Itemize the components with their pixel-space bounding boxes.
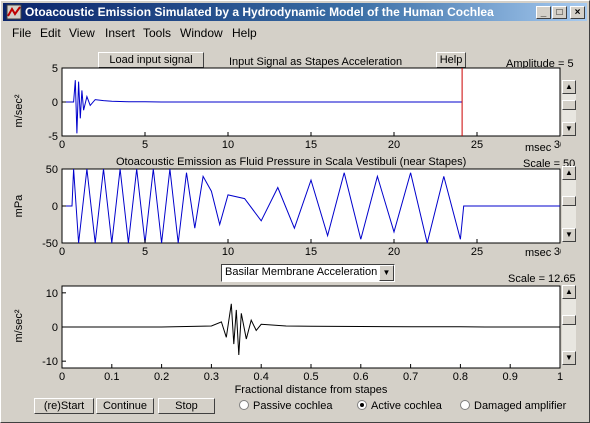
p2-xtick-label: 15 bbox=[305, 246, 317, 258]
title-bar[interactable]: Otoacoustic Emission Simulated by a Hydr… bbox=[3, 3, 587, 21]
minimize-button[interactable]: _ bbox=[536, 6, 551, 19]
p3-xtick-label: 0.6 bbox=[353, 371, 368, 383]
p3-ytick-label: -10 bbox=[42, 356, 58, 368]
panel2-ylabel: mPa bbox=[13, 194, 25, 218]
stop-button[interactable]: Stop bbox=[158, 398, 215, 414]
p1-xtick-label: 15 bbox=[305, 139, 317, 151]
p2-xtick-label: 10 bbox=[222, 246, 234, 258]
panel1-ylabel: m/sec² bbox=[13, 94, 25, 127]
p2-xtick-label: 25 bbox=[471, 246, 483, 258]
p3-xtick-label: 0.2 bbox=[154, 371, 169, 383]
p3-xtick-label: 0.5 bbox=[303, 371, 318, 383]
menu-view[interactable]: View bbox=[69, 26, 95, 40]
p3-xtick-label: 0.8 bbox=[453, 371, 468, 383]
menu-insert[interactable]: Insert bbox=[105, 26, 136, 40]
scroll-up-icon[interactable]: ▲ bbox=[562, 166, 576, 180]
output-variable-select[interactable]: Basilar Membrane Acceleration ▼ bbox=[221, 264, 395, 282]
radio-on-icon bbox=[357, 400, 367, 410]
p3-xtick-label: 0.1 bbox=[104, 371, 119, 383]
p3-ytick-label: 0 bbox=[52, 322, 58, 334]
panel3-ylabel: m/sec² bbox=[13, 309, 25, 342]
p3-xtick-label: 0 bbox=[59, 371, 65, 383]
p2-xtick-label: 20 bbox=[388, 246, 400, 258]
panel1-amplitude-label: Amplitude = 5 bbox=[506, 58, 574, 70]
panel3-scale-label: Scale = 12.65 bbox=[508, 273, 576, 285]
radio-damaged-amplifier[interactable]: Damaged amplifier bbox=[460, 400, 566, 412]
restart-button[interactable]: (re)Start bbox=[34, 398, 94, 414]
select-value: Basilar Membrane Acceleration bbox=[225, 266, 378, 278]
radio-off-icon bbox=[460, 400, 470, 410]
p3-xtick-label: 0.9 bbox=[503, 371, 518, 383]
p2-xtick-label: 30 bbox=[554, 246, 561, 258]
panel1-chart: 051015202530-505 m/sec² msec bbox=[13, 63, 561, 154]
p1-xtick-label: 5 bbox=[142, 139, 148, 151]
matlab-app-icon bbox=[6, 4, 22, 20]
panel3-scale-scrollbar[interactable]: ▲ ▼ bbox=[562, 285, 576, 365]
p1-ytick-label: 5 bbox=[52, 63, 58, 75]
menu-edit[interactable]: Edit bbox=[40, 26, 61, 40]
chevron-down-icon[interactable]: ▼ bbox=[379, 265, 394, 281]
panel3-xlabel: Fractional distance from stapes bbox=[235, 384, 388, 396]
p1-xtick-label: 25 bbox=[471, 139, 483, 151]
radio-passive-cochlea[interactable]: Passive cochlea bbox=[239, 400, 333, 412]
scroll-thumb[interactable] bbox=[562, 100, 576, 110]
p3-xtick-label: 0.7 bbox=[403, 371, 418, 383]
menu-tools[interactable]: Tools bbox=[143, 26, 172, 40]
p1-series-line-0 bbox=[62, 80, 463, 134]
p1-xtick-label: 0 bbox=[59, 139, 65, 151]
scroll-up-icon[interactable]: ▲ bbox=[562, 285, 576, 299]
window-title: Otoacoustic Emission Simulated by a Hydr… bbox=[25, 5, 494, 19]
panel1-unit-label: msec bbox=[525, 142, 552, 154]
radio-off-icon bbox=[239, 400, 249, 410]
p2-series-line-0 bbox=[62, 168, 560, 244]
p3-xtick-label: 0.3 bbox=[204, 371, 219, 383]
scroll-thumb[interactable] bbox=[562, 196, 576, 206]
p1-xtick-label: 10 bbox=[222, 139, 234, 151]
radio-active-cochlea[interactable]: Active cochlea bbox=[357, 400, 442, 412]
p1-xtick-label: 20 bbox=[388, 139, 400, 151]
scroll-down-icon[interactable]: ▼ bbox=[562, 351, 576, 365]
p1-ytick-label: 0 bbox=[52, 97, 58, 109]
close-button[interactable]: × bbox=[570, 6, 585, 19]
panel2-title: Otoacoustic Emission as Fluid Pressure i… bbox=[116, 156, 467, 168]
p2-xtick-label: 0 bbox=[59, 246, 65, 258]
p1-xtick-label: 30 bbox=[554, 139, 561, 151]
p3-ytick-label: 10 bbox=[46, 288, 58, 300]
menu-bar: File Edit View Insert Tools Window Help bbox=[3, 23, 587, 41]
p3-xtick-label: 1 bbox=[557, 371, 563, 383]
scroll-thumb[interactable] bbox=[562, 315, 576, 325]
continue-button[interactable]: Continue bbox=[96, 398, 154, 414]
scroll-up-icon[interactable]: ▲ bbox=[562, 80, 576, 94]
p3-series-line-0 bbox=[62, 303, 560, 356]
scroll-down-icon[interactable]: ▼ bbox=[562, 122, 576, 136]
menu-file[interactable]: File bbox=[12, 26, 32, 40]
menu-window[interactable]: Window bbox=[180, 26, 223, 40]
scroll-down-icon[interactable]: ▼ bbox=[562, 228, 576, 242]
p1-ytick-label: -5 bbox=[48, 131, 58, 143]
menu-help[interactable]: Help bbox=[232, 26, 257, 40]
p2-ytick-label: 0 bbox=[52, 201, 58, 213]
p2-ytick-label: 50 bbox=[46, 164, 58, 176]
panel2-scale-scrollbar[interactable]: ▲ ▼ bbox=[562, 166, 576, 242]
p2-xtick-label: 5 bbox=[142, 246, 148, 258]
maximize-button[interactable]: □ bbox=[552, 6, 567, 19]
help-button[interactable]: Help bbox=[436, 52, 466, 68]
p2-ytick-label: -50 bbox=[42, 238, 58, 250]
p3-xtick-label: 0.4 bbox=[254, 371, 269, 383]
panel1-title: Input Signal as Stapes Acceleration bbox=[229, 56, 403, 68]
panel1-scale-scrollbar[interactable]: ▲ ▼ bbox=[562, 80, 576, 136]
panel2-unit-label: msec bbox=[525, 247, 552, 259]
